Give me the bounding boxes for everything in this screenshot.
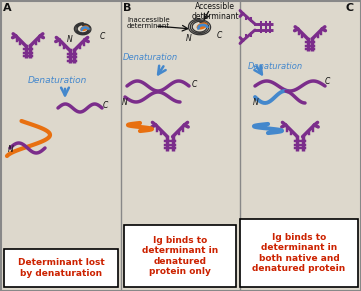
Text: C: C — [103, 101, 108, 110]
Text: N: N — [253, 98, 259, 107]
Text: C: C — [192, 80, 197, 89]
Text: Inaccessible
determinant: Inaccessible determinant — [127, 17, 170, 29]
Text: Denaturation: Denaturation — [248, 62, 303, 71]
Text: Determinant lost
by denaturation: Determinant lost by denaturation — [18, 258, 104, 278]
Ellipse shape — [197, 23, 207, 29]
Text: Ig binds to
determinant in
denatured
protein only: Ig binds to determinant in denatured pro… — [142, 236, 218, 276]
Text: C: C — [325, 77, 330, 86]
Ellipse shape — [81, 26, 88, 31]
FancyBboxPatch shape — [240, 219, 358, 287]
Text: Denaturation: Denaturation — [122, 53, 178, 62]
Text: N: N — [8, 145, 14, 154]
Text: N: N — [186, 34, 192, 43]
Text: C: C — [346, 3, 354, 13]
Text: N: N — [122, 98, 128, 107]
FancyBboxPatch shape — [124, 225, 236, 287]
Text: N: N — [67, 35, 73, 44]
Text: Denaturation: Denaturation — [28, 76, 87, 85]
Text: Ig binds to
determinant in
both native and
denatured protein: Ig binds to determinant in both native a… — [252, 233, 345, 273]
Text: A: A — [3, 3, 12, 13]
Text: C: C — [217, 31, 222, 40]
FancyBboxPatch shape — [4, 249, 118, 287]
Text: B: B — [123, 3, 131, 13]
Text: Accessible
determinant: Accessible determinant — [191, 2, 239, 22]
Text: C: C — [99, 32, 105, 41]
